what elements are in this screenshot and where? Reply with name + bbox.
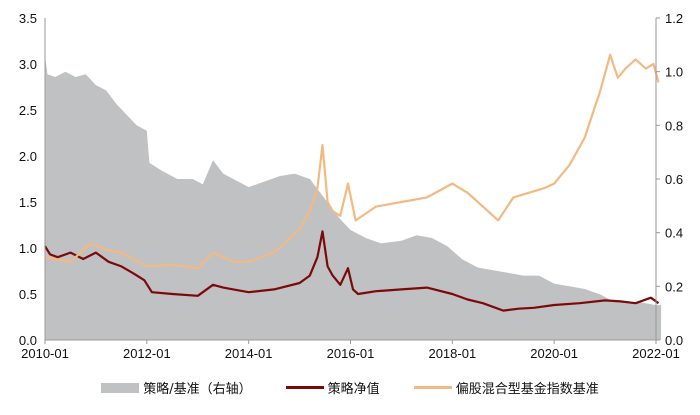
y-right-tick-label: 0.4 — [665, 226, 683, 241]
x-tick-label: 2022-01 — [632, 346, 680, 361]
series-line-benchmark — [44, 53, 660, 270]
legend-item-ratio: 策略/基准（右轴） — [101, 378, 252, 397]
y-right-tick-label: 0.6 — [665, 172, 683, 187]
legend-label-ratio: 策略/基准（右轴） — [143, 382, 252, 397]
legend-item-benchmark: 偏股混合型基金指数基准 — [413, 378, 599, 397]
y-left-tick-label: 0.0 — [19, 333, 37, 348]
legend-label-strategy: 策略净值 — [327, 382, 380, 397]
x-tick-label: 2012-01 — [123, 346, 171, 361]
y-left-tick-label: 1.5 — [19, 195, 37, 210]
y-right-tick-label: 1.0 — [665, 65, 683, 80]
legend-swatch-ratio — [101, 382, 140, 393]
legend-swatch-strategy — [285, 386, 324, 389]
y-right-tick-label: 1.2 — [665, 11, 683, 26]
x-tick-label: 2016-01 — [327, 346, 375, 361]
x-tick-label: 2010-01 — [21, 346, 69, 361]
y-left-tick-label: 2.5 — [19, 103, 37, 118]
y-left-tick-label: 3.5 — [19, 11, 37, 26]
x-tick-label: 2020-01 — [530, 346, 578, 361]
series-line-strategy — [44, 230, 660, 312]
series-area-ratio — [45, 55, 662, 340]
legend-swatch-benchmark — [413, 386, 452, 389]
y-right-tick-label: 0.0 — [665, 333, 683, 348]
chart-svg: 0.0 0.5 1.0 1.5 2.0 2.5 3.0 3.5 0.0 0.2 0.4 0.6 0.8 1… — [19, 11, 683, 361]
y-left-tick-label: 2.0 — [19, 149, 37, 164]
legend-item-strategy: 策略净值 — [285, 378, 380, 397]
legend: 策略/基准（右轴） 策略净值 偏股混合型基金指数基准 — [0, 378, 700, 397]
y-right-tick-label: 0.8 — [665, 118, 683, 133]
x-tick-label: 2014-01 — [225, 346, 273, 361]
y-right-tick-label: 0.2 — [665, 279, 683, 294]
y-left-tick-label: 0.5 — [19, 287, 37, 302]
x-tick-label: 2018-01 — [428, 346, 476, 361]
y-left-tick-label: 1.0 — [19, 241, 37, 256]
legend-label-benchmark: 偏股混合型基金指数基准 — [455, 382, 599, 397]
y-left-tick-label: 3.0 — [19, 57, 37, 72]
